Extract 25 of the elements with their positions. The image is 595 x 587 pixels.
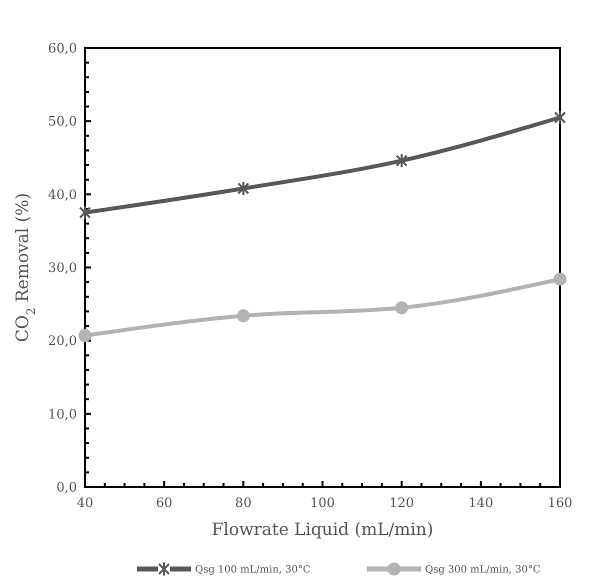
legend-label: Qsg 300 mL/min, 30°C — [425, 564, 541, 576]
point — [236, 309, 250, 322]
y-tick-label: 40,0 — [48, 188, 77, 203]
point — [79, 205, 91, 220]
y-tick-label: 10,0 — [48, 407, 77, 422]
x-tick-label: 140 — [468, 496, 494, 511]
x-tick-label: 160 — [548, 496, 572, 511]
y-tick-label: 30,0 — [48, 261, 77, 276]
y-tick-label: 50,0 — [48, 114, 77, 130]
point — [396, 153, 408, 168]
y-tick-label: 20,0 — [48, 334, 77, 350]
x-tick-label: 120 — [389, 496, 414, 511]
x-axis-title: Flowrate Liquid (mL/min) — [212, 520, 434, 540]
point — [237, 180, 250, 196]
x-tick-label: 100 — [310, 496, 335, 511]
point — [554, 272, 566, 286]
point — [395, 301, 408, 314]
point — [78, 329, 92, 342]
x-tick-label: 40 — [76, 496, 94, 511]
x-tick-label: 80 — [235, 496, 252, 511]
y-tick-label: 0,0 — [56, 480, 77, 496]
x-tick-label: 60 — [156, 496, 172, 511]
y-tick-label: 60,0 — [48, 42, 77, 57]
legend-label: Qsg 100 mL/min, 30°C — [195, 564, 311, 576]
point — [554, 110, 566, 126]
